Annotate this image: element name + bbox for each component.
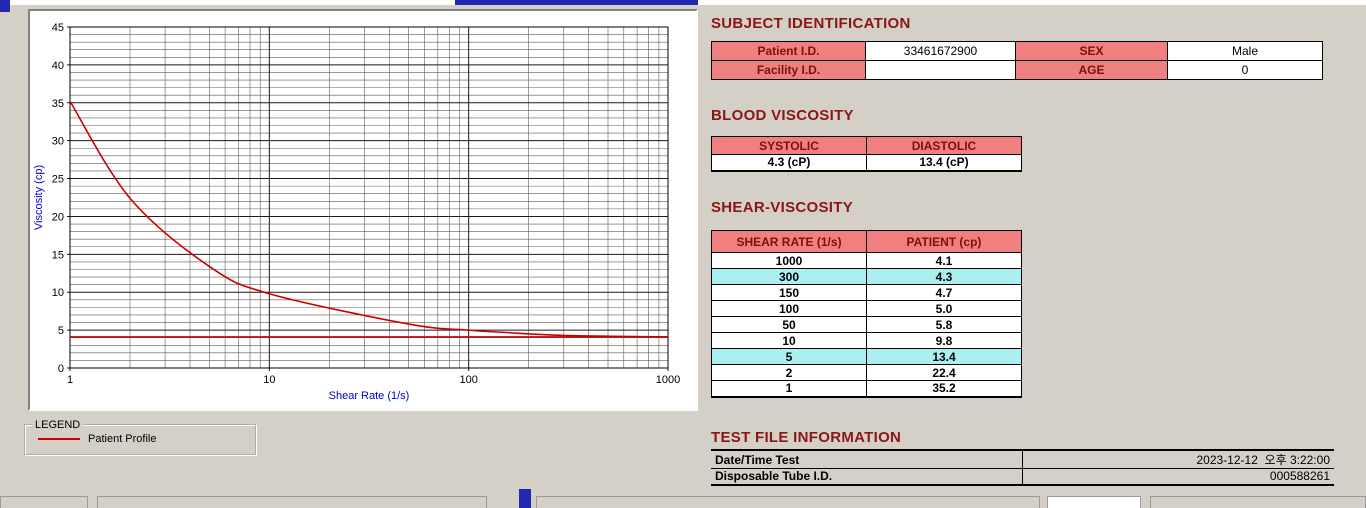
- age-label: AGE: [1015, 60, 1168, 80]
- svg-text:5: 5: [58, 325, 64, 337]
- shear-row: 50 5.8: [711, 316, 1022, 333]
- bottom-panel-fragment: [536, 496, 1040, 508]
- test-file-table: Date/Time Test 2023-12-12 오후 3:22:00 Dis…: [711, 449, 1334, 486]
- table-row: SYSTOLIC DIASTOLIC: [711, 136, 1022, 155]
- patient-cp-cell: 5.8: [866, 316, 1022, 333]
- subject-identification-title: SUBJECT IDENTIFICATION: [711, 15, 911, 32]
- svg-text:25: 25: [52, 174, 64, 186]
- shear-row: 2 22.4: [711, 364, 1022, 381]
- shear-row: 1000 4.1: [711, 252, 1022, 269]
- patient-cp-cell: 4.3: [866, 268, 1022, 285]
- disposable-tube-id-label: Disposable Tube I.D.: [711, 468, 1023, 485]
- patient-cp-cell: 5.0: [866, 300, 1022, 317]
- disposable-tube-id-value: 000588261: [1021, 468, 1334, 485]
- svg-text:40: 40: [52, 60, 64, 72]
- patient-cp-cell: 35.2: [866, 380, 1022, 397]
- patient-cp-cell: 9.8: [866, 332, 1022, 349]
- shear-rate-cell: 2: [711, 364, 867, 381]
- svg-text:20: 20: [52, 211, 64, 223]
- table-row: 4.3 (cP) 13.4 (cP): [711, 154, 1022, 171]
- shear-rate-cell: 150: [711, 284, 867, 301]
- shear-row: 10 9.8: [711, 332, 1022, 349]
- window-titlebar-fragment: [455, 0, 698, 5]
- svg-text:35: 35: [52, 98, 64, 110]
- test-file-information-title: TEST FILE INFORMATION: [711, 429, 902, 446]
- diastolic-value: 13.4 (cP): [866, 154, 1022, 171]
- diastolic-header: DIASTOLIC: [866, 136, 1022, 155]
- bottom-panel-fragment: [0, 496, 88, 508]
- patient-cp-cell: 4.7: [866, 284, 1022, 301]
- patient-cp-header: PATIENT (cp): [866, 230, 1022, 253]
- shear-row: 150 4.7: [711, 284, 1022, 301]
- shear-rate-cell: 300: [711, 268, 867, 285]
- table-row: SHEAR RATE (1/s) PATIENT (cp): [711, 230, 1022, 253]
- patient-id-value: 33461672900: [865, 41, 1016, 61]
- shear-table-body: 1000 4.1 300 4.3 150 4.7 100 5.0 50 5.8 10 9.8 5 13.4…: [711, 252, 1022, 397]
- svg-text:Shear Rate (1/s): Shear Rate (1/s): [329, 390, 410, 402]
- bottom-panel-fragment: [1047, 496, 1141, 508]
- sex-value: Male: [1167, 41, 1323, 61]
- bottom-blue-fragment: [519, 489, 531, 508]
- patient-cp-cell: 13.4: [866, 348, 1022, 365]
- chart-legend: LEGEND Patient Profile: [24, 419, 257, 456]
- shear-rate-cell: 50: [711, 316, 867, 333]
- table-row: Disposable Tube I.D. 000588261: [711, 468, 1334, 485]
- bottom-panel-fragment: [97, 496, 487, 508]
- legend-line-swatch: [38, 438, 80, 440]
- shear-rate-cell: 5: [711, 348, 867, 365]
- svg-text:1000: 1000: [656, 374, 680, 386]
- shear-rate-header: SHEAR RATE (1/s): [711, 230, 867, 253]
- shear-rate-cell: 1: [711, 380, 867, 397]
- shear-rate-cell: 1000: [711, 252, 867, 269]
- age-value: 0: [1167, 60, 1323, 80]
- svg-text:0: 0: [58, 363, 64, 375]
- legend-title: LEGEND: [35, 419, 81, 431]
- shear-viscosity-title: SHEAR-VISCOSITY: [711, 199, 854, 216]
- date-time-test-label: Date/Time Test: [711, 449, 1023, 469]
- viscosity-chart: 0 5 10 15 20 25 30 35 40 45 1 10 100 1000 Shear Rate (…: [33, 22, 680, 402]
- shear-viscosity-table: SHEAR RATE (1/s) PATIENT (cp) 1000 4.1 300…: [711, 230, 1022, 398]
- viscosity-chart-panel: 0 5 10 15 20 25 30 35 40 45 1 10 100 1000 Shear Rate (…: [28, 9, 698, 411]
- facility-id-label: Facility I.D.: [711, 60, 866, 80]
- table-row: Patient I.D. 33461672900 SEX Male: [711, 41, 1323, 61]
- systolic-header: SYSTOLIC: [711, 136, 867, 155]
- svg-text:Viscosity (cp): Viscosity (cp): [33, 165, 45, 230]
- patient-cp-cell: 22.4: [866, 364, 1022, 381]
- window-corner-fragment: [0, 0, 10, 12]
- systolic-value: 4.3 (cP): [711, 154, 867, 171]
- shear-rate-cell: 100: [711, 300, 867, 317]
- legend-series-label: Patient Profile: [88, 433, 157, 445]
- svg-text:15: 15: [52, 249, 64, 261]
- patient-cp-cell: 4.1: [866, 252, 1022, 269]
- shear-row: 5 13.4: [711, 348, 1022, 365]
- shear-row: 300 4.3: [711, 268, 1022, 285]
- shear-rate-cell: 10: [711, 332, 867, 349]
- shear-row: 100 5.0: [711, 300, 1022, 317]
- table-row: Facility I.D. AGE 0: [711, 60, 1323, 80]
- svg-text:100: 100: [459, 374, 477, 386]
- shear-row: 1 35.2: [711, 380, 1022, 397]
- bottom-panel-fragment: [1150, 496, 1366, 508]
- svg-text:10: 10: [52, 287, 64, 299]
- svg-text:45: 45: [52, 22, 64, 34]
- patient-id-label: Patient I.D.: [711, 41, 866, 61]
- table-row: Date/Time Test 2023-12-12 오후 3:22:00: [711, 449, 1334, 469]
- svg-text:10: 10: [263, 374, 275, 386]
- facility-id-value: [865, 60, 1016, 80]
- svg-text:30: 30: [52, 136, 64, 148]
- blood-viscosity-table: SYSTOLIC DIASTOLIC 4.3 (cP) 13.4 (cP): [711, 136, 1022, 172]
- sex-label: SEX: [1015, 41, 1168, 61]
- blood-viscosity-title: BLOOD VISCOSITY: [711, 107, 854, 124]
- date-time-test-value: 2023-12-12 오후 3:22:00: [1021, 449, 1334, 469]
- subject-identification-table: Patient I.D. 33461672900 SEX Male Facili…: [711, 41, 1323, 80]
- svg-text:1: 1: [67, 374, 73, 386]
